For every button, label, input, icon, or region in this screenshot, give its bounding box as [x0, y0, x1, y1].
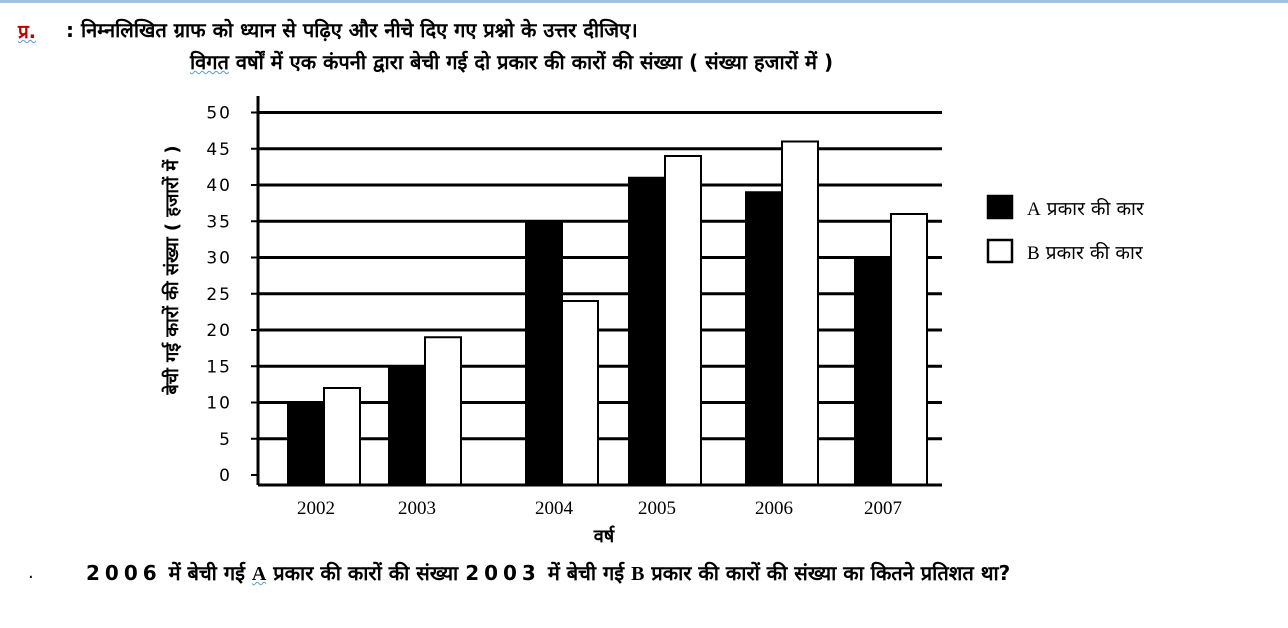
chart-title-rest: वर्षों में एक कंपनी द्वारा बेची गई दो प्… — [228, 50, 834, 74]
question-part-1: में बेची गई — [161, 561, 252, 585]
y-tick-label: 50 — [206, 104, 232, 124]
question-year-2: 2003 — [465, 561, 541, 585]
y-tick-label: 45 — [206, 140, 232, 160]
x-tick-label: 2005 — [638, 498, 676, 519]
instruction-text: : निम्नलिखित ग्राफ को ध्यान से पढ़िए और … — [66, 18, 638, 42]
legend-label-b: B प्रकार की कार — [1027, 241, 1144, 264]
legend-label-a: A प्रकार की कार — [1027, 197, 1145, 220]
question-text: 2006 में बेची गई A प्रकार की कारों की सं… — [86, 556, 1226, 591]
bar-type-a-2007 — [854, 256, 892, 486]
x-tick-labels: 2002 2003 2004 2005 2006 2007 — [297, 498, 902, 519]
axes — [256, 96, 942, 487]
y-tick-label: 10 — [206, 394, 232, 414]
y-tick-labels: 0 5 10 15 20 25 30 35 40 45 50 — [206, 104, 232, 487]
question-part-3: में बेची गई — [540, 561, 632, 585]
y-tick-label: 30 — [206, 249, 232, 269]
legend: A प्रकार की कार B प्रकार की कार — [986, 194, 1145, 264]
question-year-1: 2006 — [86, 561, 162, 585]
question-bullet: . — [28, 562, 34, 583]
bar-type-b-2006 — [781, 140, 819, 486]
bar-type-b-2005 — [664, 155, 702, 486]
bar-type-b-2007 — [890, 213, 928, 486]
bar-type-b-2003 — [424, 336, 462, 486]
y-tick-label: 35 — [206, 212, 232, 232]
x-tick-label: 2002 — [297, 498, 335, 519]
y-tick-label: 40 — [206, 176, 232, 196]
chart-title: विगत वर्षों में एक कंपनी द्वारा बेची गई … — [190, 48, 833, 75]
x-tick-label: 2004 — [535, 498, 574, 519]
bar-type-a-2006 — [745, 191, 783, 486]
x-tick-label: 2003 — [398, 498, 436, 519]
question-part-4: प्रकार की कारों की संख्या का कितने प्रति… — [644, 561, 1011, 585]
bar-type-a-2004 — [525, 220, 563, 486]
legend-swatch-a — [986, 194, 1014, 220]
bar-type-b-2004 — [561, 300, 599, 486]
bar-type-a-2003 — [388, 365, 426, 486]
legend-swatch-b — [986, 238, 1014, 264]
y-tick-label: 0 — [219, 466, 232, 486]
question-type-b: B — [631, 563, 645, 585]
y-axis-label: बेची गई कारों की संख्या ( हजारों में ) — [161, 145, 183, 395]
y-tick-label: 5 — [219, 430, 232, 450]
y-tick-label: 15 — [206, 357, 232, 377]
x-tick-label: 2006 — [755, 498, 793, 519]
bars — [287, 140, 928, 486]
y-tick-label: 25 — [206, 285, 232, 305]
x-axis-label: वर्ष — [593, 525, 615, 547]
question-marker: प्र. — [18, 21, 37, 43]
y-tick-label: 20 — [206, 321, 232, 341]
gridlines — [251, 111, 942, 476]
top-border — [0, 0, 1288, 3]
bar-type-b-2002 — [323, 387, 361, 486]
chart-title-first-word: विगत — [190, 50, 229, 74]
question-type-a: A — [251, 563, 267, 585]
bar-type-a-2002 — [287, 401, 325, 486]
bar-type-a-2005 — [628, 176, 666, 486]
x-tick-label: 2007 — [864, 498, 902, 519]
question-part-2: प्रकार की कारों की संख्या — [266, 561, 466, 585]
